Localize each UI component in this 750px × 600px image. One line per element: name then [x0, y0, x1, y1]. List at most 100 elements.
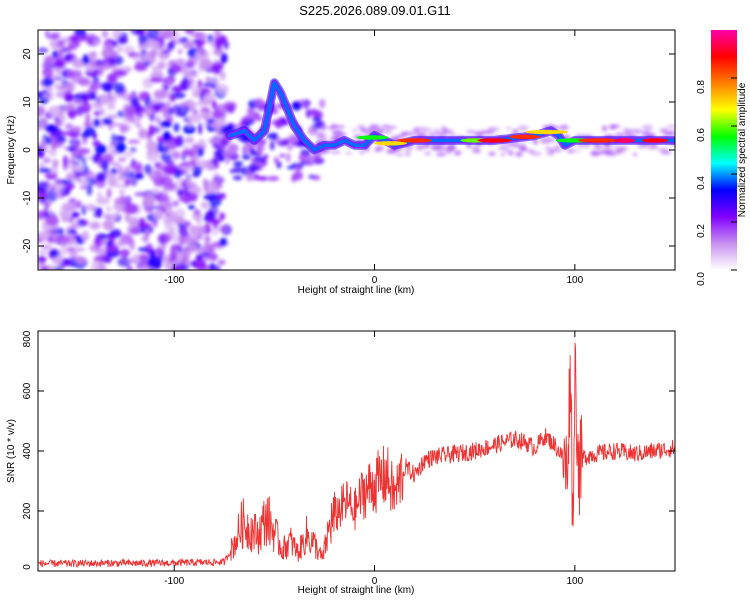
onset-blob: [244, 115, 254, 121]
noise-blob: [148, 258, 163, 269]
noise-blob: [209, 122, 221, 128]
onset-blob: [255, 156, 265, 163]
noise-blob: [203, 241, 210, 251]
noise-blob: [61, 79, 69, 86]
noise-blob: [93, 206, 98, 219]
noise-blob: [38, 191, 47, 200]
noise-blob: [80, 170, 95, 179]
noise-blob: [171, 232, 179, 243]
noise-blob: [219, 212, 226, 221]
noise-blob: [124, 178, 131, 186]
noise-blob: [93, 110, 102, 117]
frequency-ridge: [225, 78, 675, 155]
noise-blob: [201, 144, 207, 149]
noise-blob: [160, 120, 172, 128]
noise-blob: [123, 95, 130, 102]
noise-blob: [46, 86, 53, 92]
colorbar-tick-label: 0.0: [696, 272, 707, 286]
onset-blob: [252, 173, 259, 181]
noise-blob: [96, 207, 103, 218]
noise-blob: [145, 249, 158, 255]
noise-blob: [155, 116, 161, 125]
noise-blob: [98, 233, 112, 240]
halo-blob: [359, 151, 365, 155]
noise-blob: [213, 30, 222, 40]
halo-blob: [330, 124, 339, 130]
halo-blob: [436, 151, 446, 157]
halo-blob: [429, 133, 435, 137]
halo-blob: [321, 125, 329, 129]
noise-blob: [124, 212, 131, 220]
halo-blob: [500, 152, 506, 157]
snr-xlabel: Height of straight line (km): [298, 585, 415, 596]
noise-blob: [184, 235, 196, 246]
noise-blob: [124, 203, 139, 215]
noise-blob: [129, 147, 137, 153]
y-tick-label: 20: [22, 48, 33, 60]
noise-blob: [163, 164, 176, 176]
onset-blob: [247, 106, 255, 116]
noise-blob: [55, 68, 60, 76]
onset-blob: [257, 176, 265, 181]
onset-blob: [267, 176, 280, 181]
ridge-mid: [228, 81, 675, 152]
x-tick-label: 100: [566, 275, 583, 286]
noise-blob: [95, 60, 106, 66]
halo-blob: [566, 149, 574, 153]
noise-blob: [127, 139, 141, 144]
halo-blob: [556, 148, 562, 153]
noise-blob: [178, 49, 183, 54]
noise-blob: [72, 165, 77, 173]
halo-blob: [507, 143, 519, 147]
colorbar: 0.0 0.2 0.4 0.6 0.8 Normalized spectral ampl…: [696, 30, 748, 286]
halo-blob: [435, 147, 448, 151]
noise-blob: [142, 195, 156, 208]
halo-blob: [424, 152, 432, 155]
halo-blob: [442, 129, 454, 133]
ridge-hotspot: [509, 134, 541, 139]
ridge-hotspot: [477, 138, 512, 143]
noise-blob: [170, 243, 182, 251]
noise-blob: [95, 247, 108, 256]
halo-blob: [447, 144, 454, 148]
noise-blob: [66, 70, 75, 79]
onset-blob: [233, 165, 242, 174]
noise-blob: [184, 30, 195, 35]
y-tick-label: 200: [22, 502, 33, 519]
noise-blob: [144, 163, 152, 176]
noise-blob: [108, 213, 119, 220]
noise-blob: [132, 252, 139, 263]
noise-blob: [219, 70, 226, 81]
y-tick-label: 600: [22, 382, 33, 399]
noise-blob: [67, 44, 72, 53]
halo-blob: [608, 124, 617, 130]
noise-blob: [113, 82, 125, 94]
snr-panel: -100 0 100 0 200 400 600 800 Height of straight…: [6, 330, 676, 596]
noise-blob: [75, 200, 82, 209]
halo-blob: [508, 150, 514, 156]
noise-blob: [118, 189, 125, 195]
noise-blob: [183, 79, 194, 84]
noise-blob: [131, 158, 136, 166]
noise-blob: [125, 106, 137, 116]
noise-blob: [56, 248, 69, 255]
noise-blob: [110, 168, 118, 174]
noise-blob: [148, 40, 161, 49]
noise-blob: [71, 126, 83, 132]
halo-blob: [466, 130, 474, 133]
halo-blob: [416, 144, 423, 150]
noise-blob: [178, 225, 189, 237]
noise-blob: [82, 136, 88, 145]
onset-blob: [276, 161, 282, 169]
onset-blob: [222, 150, 234, 156]
noise-blob: [174, 208, 186, 218]
noise-blob: [150, 49, 157, 59]
onset-blob: [304, 156, 311, 162]
onset-blob: [248, 163, 260, 172]
onset-blob: [266, 132, 279, 140]
noise-blob: [188, 113, 202, 123]
colorbar-tick-label: 0.6: [696, 128, 707, 142]
noise-blob: [195, 253, 203, 261]
